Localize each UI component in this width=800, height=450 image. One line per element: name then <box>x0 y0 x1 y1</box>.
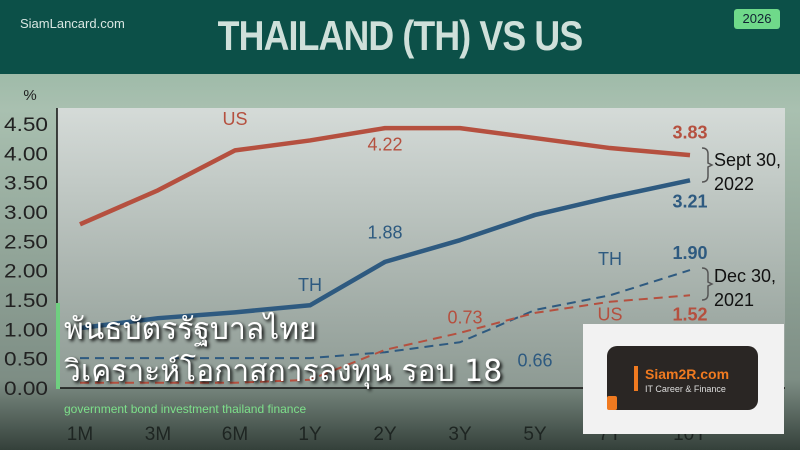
data-label: 1.52 <box>672 305 707 325</box>
y-tick-label: 3.00 <box>4 203 48 224</box>
data-label: 4.22 <box>367 134 402 154</box>
y-tick-label: 0.50 <box>4 350 48 371</box>
y-tick-label: 0.00 <box>4 379 48 400</box>
y-tick-label: 2.50 <box>4 232 48 253</box>
y-tick-label: 1.50 <box>4 291 48 312</box>
logo-accent <box>634 366 638 391</box>
y-tick-label: 4.50 <box>4 115 48 136</box>
overlay-subtitle: government bond investment thailand fina… <box>64 402 307 416</box>
y-tick-label: 2.00 <box>4 262 48 283</box>
logo-name: Siam2R.com <box>645 366 730 382</box>
y-tick-label: 1.00 <box>4 320 48 341</box>
bracket <box>701 147 714 183</box>
bracket-label: 2021 <box>714 290 754 310</box>
x-tick-label: 5Y <box>523 424 547 445</box>
data-label: 3.21 <box>672 191 707 211</box>
y-axis-label: % <box>23 87 36 104</box>
bracket-label: Dec 30, <box>714 266 776 286</box>
series-line-us-2021 <box>80 294 691 384</box>
logo-mini-icon <box>607 396 617 410</box>
header-band: SiamLancard.com THAILAND (TH) VS US 2026 <box>0 0 800 74</box>
logo-tagline: IT Career & Finance <box>645 384 726 394</box>
siam2r-logo: Siam2R.com IT Career & Finance <box>607 346 758 410</box>
x-tick-label: 3M <box>145 424 171 445</box>
year-badge: 2026 <box>734 9 780 29</box>
logo-card: Siam2R.com IT Career & Finance <box>583 324 784 434</box>
data-label: 1.90 <box>672 243 707 263</box>
data-label: 3.83 <box>672 123 707 143</box>
site-name: SiamLancard.com <box>20 16 125 31</box>
x-tick-label: 1Y <box>298 424 322 445</box>
chart-title: THAILAND (TH) VS US <box>217 12 583 59</box>
x-tick-label: 2Y <box>373 424 397 445</box>
x-tick-label: 1M <box>67 424 93 445</box>
data-label: 0.66 <box>517 350 552 370</box>
data-label: TH <box>598 249 622 269</box>
accent-bar <box>56 303 60 389</box>
data-label: US <box>222 109 247 129</box>
bracket-label: 2022 <box>714 174 754 194</box>
bracket <box>701 267 714 301</box>
overlay-title-line1: พันธบัตรรัฐบาลไทย <box>64 312 317 347</box>
y-tick-label: 3.50 <box>4 174 48 195</box>
overlay-title-line2: วิเคราะห์โอกาสการลงทุน รอบ 18 <box>64 354 503 389</box>
data-label: 0.73 <box>447 307 482 327</box>
bracket-label: Sept 30, <box>714 150 781 170</box>
data-label: 1.88 <box>367 222 402 242</box>
data-label: TH <box>298 275 322 295</box>
y-tick-label: 4.00 <box>4 144 48 165</box>
x-tick-label: 3Y <box>448 424 472 445</box>
x-tick-label: 6M <box>222 424 248 445</box>
data-label: US <box>597 305 622 325</box>
